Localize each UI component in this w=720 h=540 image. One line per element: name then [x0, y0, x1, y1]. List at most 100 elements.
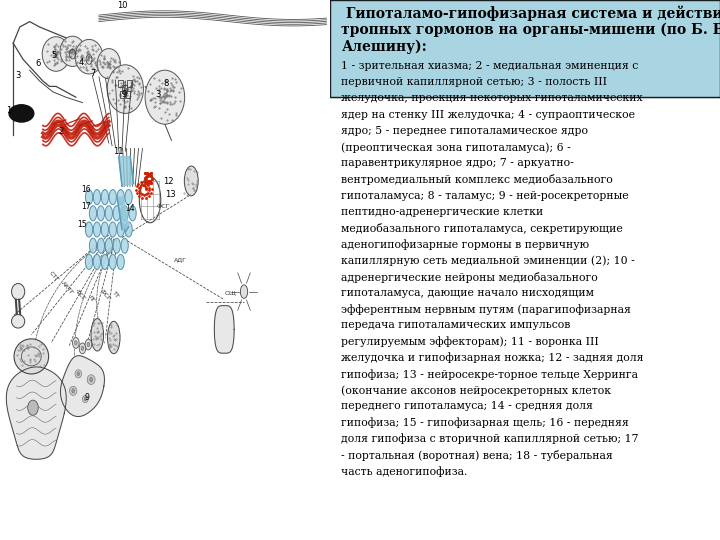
Ellipse shape	[82, 395, 88, 403]
Text: ОЩ: ОЩ	[225, 291, 237, 295]
Ellipse shape	[91, 319, 104, 351]
Ellipse shape	[14, 339, 49, 374]
Text: 11: 11	[114, 147, 124, 156]
Text: паравентрикулярное ядро; 7 - аркуатно-: паравентрикулярное ядро; 7 - аркуатно-	[341, 158, 575, 168]
Ellipse shape	[184, 166, 198, 195]
Ellipse shape	[9, 105, 34, 122]
Text: АДГ: АДГ	[174, 257, 186, 262]
Ellipse shape	[89, 377, 93, 382]
Ellipse shape	[85, 339, 91, 350]
Text: медиобазального гипоталамуса, секретирующие: медиобазального гипоталамуса, секретирую…	[341, 223, 624, 234]
Text: регулируемым эффекторам); 11 - воронка III: регулируемым эффекторам); 11 - воронка I…	[341, 336, 599, 347]
Ellipse shape	[27, 400, 38, 415]
Ellipse shape	[75, 341, 77, 345]
Ellipse shape	[109, 190, 117, 205]
Text: гипоталамуса, дающие начало нисходящим: гипоталамуса, дающие начало нисходящим	[341, 288, 595, 298]
Text: 3: 3	[156, 90, 161, 99]
Ellipse shape	[86, 254, 93, 269]
Ellipse shape	[117, 254, 125, 269]
Polygon shape	[60, 356, 104, 416]
Text: (окончание аксонов нейросекреторных клеток: (окончание аксонов нейросекреторных клет…	[341, 385, 611, 396]
Ellipse shape	[240, 285, 248, 298]
Ellipse shape	[125, 190, 132, 205]
Ellipse shape	[87, 342, 90, 347]
Ellipse shape	[102, 190, 109, 205]
Text: 3: 3	[15, 71, 21, 80]
Text: 14: 14	[125, 204, 135, 213]
Text: ФСГ: ФСГ	[157, 204, 170, 209]
Text: 4: 4	[78, 58, 84, 67]
Bar	[127, 80, 132, 87]
Text: первичной капиллярной сетью; 3 - полость III: первичной капиллярной сетью; 3 - полость…	[341, 77, 608, 87]
Ellipse shape	[94, 190, 101, 205]
Text: гипофиза; 13 - нейросекре-торное тельце Херринга: гипофиза; 13 - нейросекре-торное тельце …	[341, 369, 639, 380]
Text: 6: 6	[35, 59, 40, 68]
Text: 13: 13	[165, 190, 176, 199]
Ellipse shape	[89, 238, 96, 253]
Text: гипоталамуса; 8 - таламус; 9 - ней-росекреторные: гипоталамуса; 8 - таламус; 9 - ней-росек…	[341, 191, 629, 201]
Text: вентромедиальный комплекс медиобазального: вентромедиальный комплекс медиобазальног…	[341, 174, 613, 185]
Ellipse shape	[87, 375, 95, 384]
Ellipse shape	[117, 222, 125, 237]
Text: Алешину):: Алешину):	[341, 40, 427, 55]
Text: 8: 8	[164, 79, 169, 89]
Ellipse shape	[81, 346, 84, 350]
Text: 5: 5	[51, 51, 56, 60]
Text: 1: 1	[6, 106, 11, 116]
Text: эфферентным нервным путям (парагипофизарная: эфферентным нервным путям (парагипофизар…	[341, 304, 631, 315]
Ellipse shape	[125, 222, 132, 237]
Ellipse shape	[42, 37, 70, 71]
Ellipse shape	[121, 238, 128, 253]
Text: ЛГ: ЛГ	[86, 294, 96, 304]
Text: пептидно-адренергические клетки: пептидно-адренергические клетки	[341, 207, 544, 217]
Text: 12: 12	[163, 177, 174, 186]
Text: ядро; 5 - переднее гипоталамическое ядро: ядро; 5 - переднее гипоталамическое ядро	[341, 126, 588, 136]
Text: переднего гипоталамуса; 14 - средняя доля: переднего гипоталамуса; 14 - средняя дол…	[341, 401, 593, 411]
Text: 15: 15	[78, 220, 87, 229]
Ellipse shape	[86, 222, 93, 237]
Ellipse shape	[86, 190, 93, 205]
Ellipse shape	[102, 222, 109, 237]
Ellipse shape	[73, 338, 79, 348]
Ellipse shape	[79, 343, 86, 354]
Ellipse shape	[94, 254, 101, 269]
Ellipse shape	[121, 206, 128, 221]
Text: аденогипофизарные гормоны в первичную: аденогипофизарные гормоны в первичную	[341, 239, 590, 250]
Ellipse shape	[97, 206, 104, 221]
Polygon shape	[6, 367, 66, 459]
Ellipse shape	[102, 254, 109, 269]
Text: 10: 10	[117, 1, 127, 10]
Text: ядер на стенку III желудочка; 4 - супраоптическое: ядер на стенку III желудочка; 4 - супрао…	[341, 110, 636, 120]
Ellipse shape	[105, 206, 112, 221]
Text: 7: 7	[90, 69, 96, 78]
Ellipse shape	[12, 284, 24, 300]
Text: ФСГ: ФСГ	[74, 288, 86, 302]
Ellipse shape	[105, 238, 112, 253]
Ellipse shape	[75, 39, 103, 74]
Text: АКТГ: АКТГ	[60, 280, 75, 296]
Polygon shape	[215, 306, 234, 353]
Ellipse shape	[107, 321, 120, 354]
Text: часть аденогипофиза.: часть аденогипофиза.	[341, 466, 468, 477]
Text: доля гипофиза с вторичной капиллярной сетью; 17: доля гипофиза с вторичной капиллярной се…	[341, 434, 639, 444]
Ellipse shape	[77, 372, 79, 376]
Text: 2: 2	[58, 127, 63, 136]
Ellipse shape	[72, 389, 75, 393]
Bar	[122, 85, 127, 93]
Ellipse shape	[89, 206, 96, 221]
Bar	[125, 91, 130, 98]
Ellipse shape	[97, 238, 104, 253]
Ellipse shape	[97, 49, 120, 79]
Text: тропных гормонов на органы-мишени (по Б. В.: тропных гормонов на органы-мишени (по Б.…	[341, 23, 720, 37]
Text: передача гипоталамических импульсов: передача гипоталамических импульсов	[341, 320, 571, 330]
Text: адренергические нейроны медиобазального: адренергические нейроны медиобазального	[341, 272, 598, 282]
Text: ФСГ: ФСГ	[99, 289, 112, 302]
Text: (преоптическая зона гипоталамуса); 6 -: (преоптическая зона гипоталамуса); 6 -	[341, 142, 571, 153]
Polygon shape	[119, 157, 133, 186]
Ellipse shape	[70, 386, 77, 395]
FancyBboxPatch shape	[330, 0, 720, 97]
Text: СТГ: СТГ	[48, 271, 60, 283]
Text: желудочка, проекция некоторых гипоталамических: желудочка, проекция некоторых гипоталами…	[341, 93, 643, 104]
Ellipse shape	[109, 222, 117, 237]
Ellipse shape	[113, 238, 120, 253]
